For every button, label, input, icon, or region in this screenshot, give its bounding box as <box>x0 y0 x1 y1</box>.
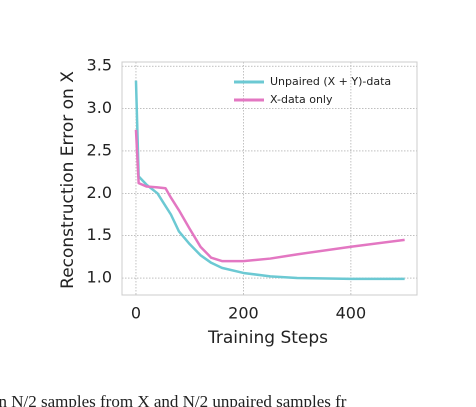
y-tick-label: 3.0 <box>87 98 112 117</box>
legend-label: X-data only <box>270 93 333 106</box>
y-tick-label: 3.5 <box>87 56 112 75</box>
y-tick-label: 2.0 <box>87 183 112 202</box>
caption: on N/2 samples from X and N/2 unpaired s… <box>0 392 347 407</box>
y-tick-label: 2.5 <box>87 140 112 159</box>
line <box>134 80 405 281</box>
line <box>134 129 405 263</box>
x-axis-label: Training Steps <box>207 328 328 348</box>
y-tick-label: 1.5 <box>87 225 112 244</box>
legend-label: Unpaired (X + Y)-data <box>270 75 391 88</box>
x-tick-label: 0 <box>131 304 141 323</box>
plot-frame <box>121 61 418 296</box>
y-tick-label: 1.0 <box>87 268 112 287</box>
y-axis-label: Reconstruction Error on X <box>58 71 78 289</box>
x-tick-label: 200 <box>228 304 259 323</box>
x-tick-label: 400 <box>336 304 367 323</box>
